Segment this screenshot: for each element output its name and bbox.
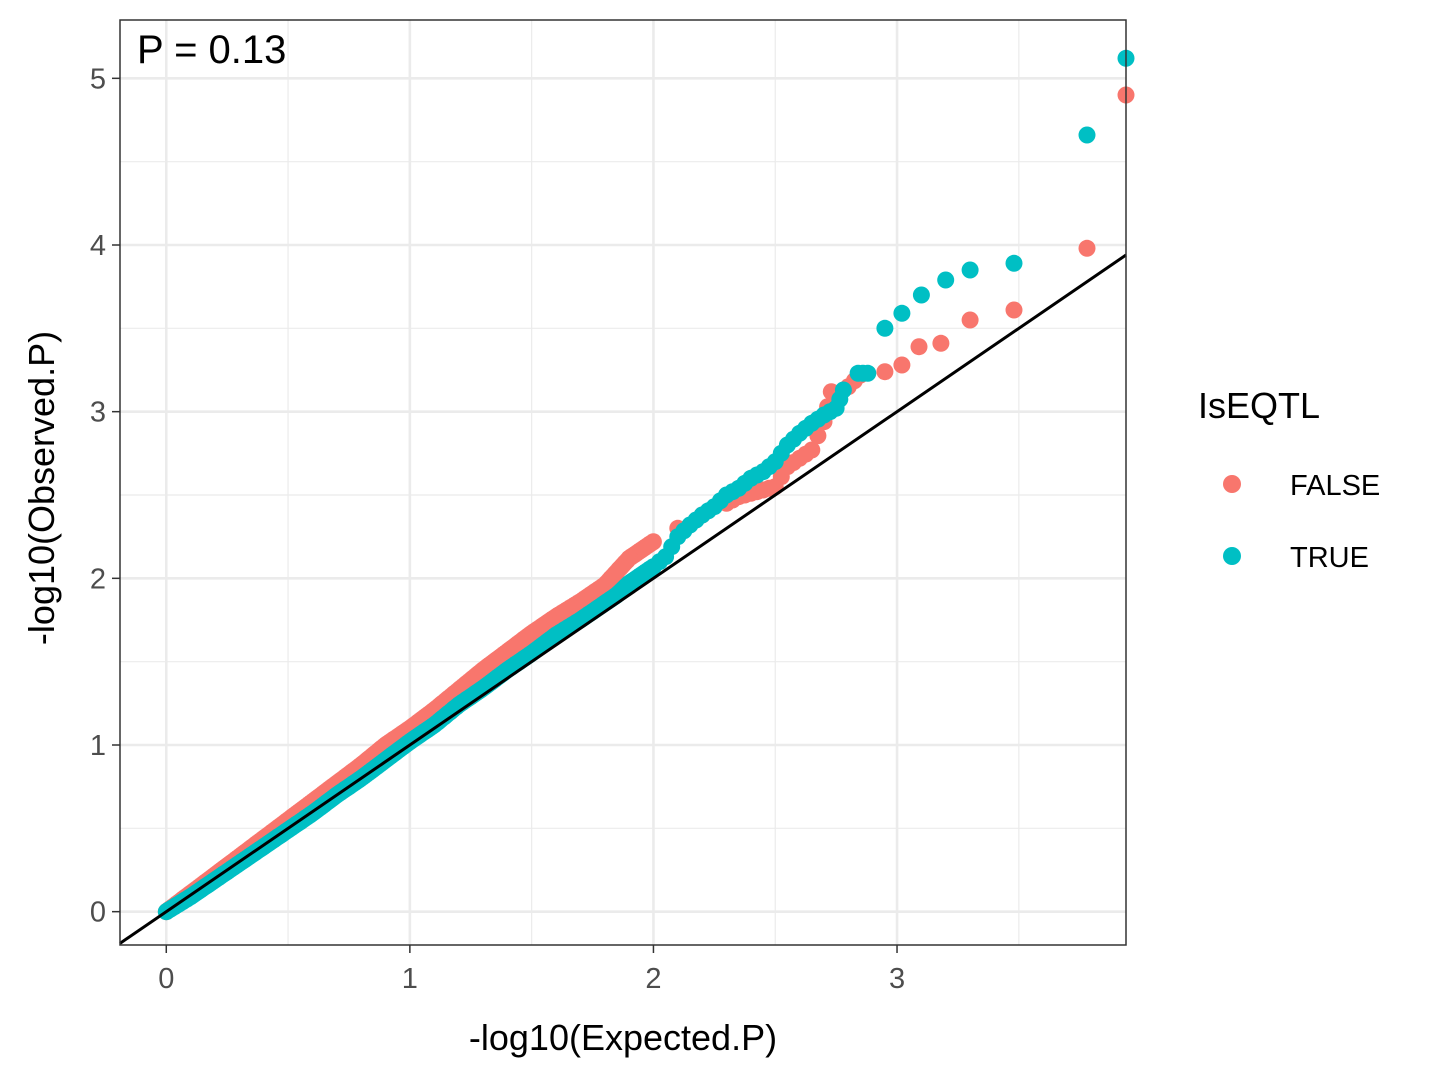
x-axis-title: -log10(Expected.P)	[469, 1017, 777, 1058]
x-tick-label: 0	[158, 963, 174, 995]
data-point-false	[893, 357, 910, 374]
p-value-annotation: P = 0.13	[137, 28, 286, 72]
y-tick-label: 4	[90, 230, 106, 262]
x-tick-label: 1	[402, 963, 418, 995]
x-tick-label: 2	[645, 963, 661, 995]
data-point-true	[893, 305, 910, 322]
data-point-true	[962, 262, 979, 279]
y-tick-label: 5	[90, 63, 106, 95]
y-tick-label: 3	[90, 397, 106, 429]
plot-panel	[120, 20, 1135, 945]
data-point-true	[937, 272, 954, 289]
data-point-false	[962, 312, 979, 329]
data-point-false	[932, 335, 949, 352]
legend-key-false	[1223, 475, 1241, 493]
y-axis-title: -log10(Observed.P)	[21, 331, 62, 645]
data-point-true	[1079, 127, 1096, 144]
data-point-true	[859, 365, 876, 382]
data-point-false	[1006, 302, 1023, 319]
data-point-true	[835, 382, 852, 399]
legend-label-true: TRUE	[1290, 542, 1369, 574]
data-point-false	[1079, 240, 1096, 257]
legend-label-false: FALSE	[1290, 470, 1380, 502]
data-point-true	[913, 287, 930, 304]
y-tick-label: 0	[90, 897, 106, 929]
panel-background	[120, 20, 1126, 945]
legend-key-true	[1223, 547, 1241, 565]
data-point-false	[876, 363, 893, 380]
data-point-true	[1006, 255, 1023, 272]
y-tick-label: 2	[90, 563, 106, 595]
data-point-false	[911, 338, 928, 355]
data-point-false	[645, 533, 662, 550]
data-point-true	[876, 320, 893, 337]
legend-title: IsEQTL	[1198, 385, 1320, 426]
y-tick-label: 1	[90, 730, 106, 762]
x-tick-label: 3	[889, 963, 905, 995]
